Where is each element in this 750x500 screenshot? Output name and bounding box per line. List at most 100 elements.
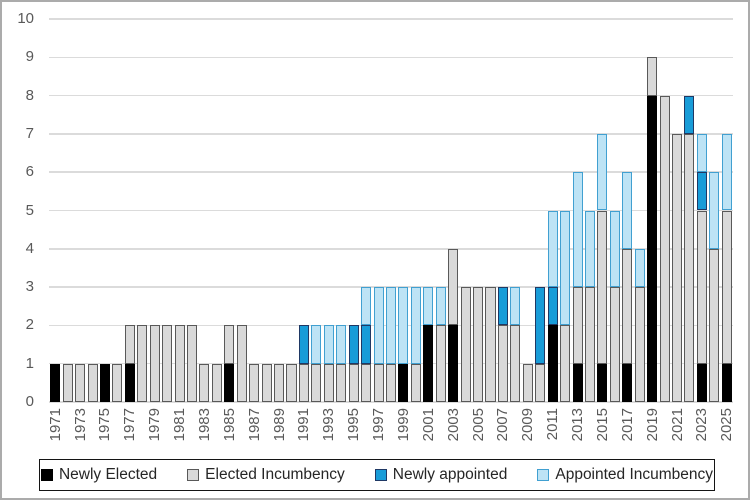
y-tick-label: 2	[25, 316, 34, 334]
bar-segment-1985	[224, 363, 235, 402]
x-tick-label: 2007	[494, 408, 512, 442]
bar-segment-1981	[174, 325, 185, 402]
gridline	[49, 209, 733, 212]
bar-segment-2022	[684, 133, 695, 402]
x-tick-label: 1975	[96, 408, 114, 442]
x-tick-label: 2015	[593, 408, 611, 442]
x-tick-label: 1983	[195, 408, 213, 442]
gridline	[49, 171, 733, 173]
x-tick-label: 2001	[419, 408, 437, 442]
bar-segment-2012	[560, 325, 571, 402]
bar-segment-1998	[385, 363, 396, 402]
gridline	[49, 248, 733, 250]
bar-segment-2008	[510, 325, 521, 402]
bar-segment-1977	[124, 325, 135, 364]
bar-segment-2021	[672, 133, 683, 402]
y-tick-label: 3	[25, 278, 34, 296]
newly-appointed-swatch-icon	[374, 469, 387, 481]
legend-item-appointed-incumbency: Appointed Incumbency	[537, 466, 713, 484]
bar-segment-1976	[112, 363, 123, 402]
bar-segment-2018	[634, 287, 645, 402]
bar-segment-2014	[584, 210, 595, 288]
gridline	[49, 401, 733, 403]
bar-segment-1995	[348, 363, 359, 402]
bar-segment-2024	[709, 172, 720, 249]
x-tick-label: 1989	[270, 408, 288, 442]
bar-segment-1984	[211, 363, 222, 402]
x-tick-label: 1985	[220, 408, 238, 442]
legend-label-elected-incumbency: Elected Incumbency	[205, 466, 345, 483]
legend-item-elected-incumbency: Elected Incumbency	[187, 466, 345, 484]
x-tick-label: 1993	[320, 408, 338, 442]
legend: Newly Elected Elected Incumbency Newly a…	[39, 459, 715, 491]
bar-segment-2000	[410, 287, 421, 364]
bar-segment-1991	[298, 325, 309, 364]
x-tick-label: 2013	[569, 408, 587, 442]
bar-segment-1987	[249, 363, 260, 402]
bar-segment-1999	[398, 287, 409, 364]
bar-segment-2008	[510, 287, 521, 326]
y-tick-label: 10	[17, 10, 34, 27]
bar-segment-2011	[547, 325, 558, 402]
newly-elected-swatch-icon	[40, 469, 53, 481]
bar-segment-1975	[99, 363, 110, 402]
y-tick-label: 9	[25, 48, 34, 66]
bar-segment-2019	[647, 95, 658, 402]
bar-segment-1996	[361, 363, 372, 402]
x-tick-label: 2025	[718, 408, 736, 442]
bar-segment-2014	[584, 287, 595, 402]
bar-segment-2015	[597, 210, 608, 364]
bar-segment-1979	[149, 325, 160, 402]
y-tick-label: 7	[25, 124, 34, 142]
bar-segment-2011	[547, 287, 558, 326]
bar-segment-1988	[261, 363, 272, 402]
legend-label-newly-elected: Newly Elected	[58, 466, 158, 483]
bar-segment-2013	[572, 172, 583, 288]
legend-item-newly-elected: Newly Elected	[40, 466, 158, 484]
bar-segment-1993	[323, 363, 334, 402]
x-tick-label: 1973	[71, 408, 89, 442]
y-tick-label: 8	[25, 86, 34, 104]
y-tick-label: 6	[25, 163, 34, 181]
bar-segment-2017	[622, 363, 633, 402]
bar-segment-2002	[435, 325, 446, 402]
x-tick-label: 2009	[519, 408, 537, 442]
bar-segment-1971	[50, 363, 61, 402]
bar-segment-1997	[373, 363, 384, 402]
bar-segment-1997	[373, 287, 384, 364]
bar-segment-2006	[485, 287, 496, 402]
bar-segment-2019	[647, 57, 658, 96]
bar-segment-2025	[721, 363, 732, 402]
bar-segment-2020	[659, 95, 670, 402]
bar-segment-2007	[497, 325, 508, 402]
x-tick-label: 1981	[171, 408, 189, 442]
gridline	[49, 18, 733, 20]
bar-segment-1978	[137, 325, 148, 402]
x-tick-label: 2005	[469, 408, 487, 442]
gridline	[49, 133, 733, 135]
x-tick-label: 2021	[668, 408, 686, 442]
bar-segment-2010	[535, 287, 546, 364]
elected-incumbency-swatch-icon	[187, 469, 200, 481]
bar-segment-1996	[361, 325, 372, 364]
x-tick-label: 2011	[544, 408, 562, 441]
x-tick-label: 1999	[394, 408, 412, 442]
bar-segment-2025	[721, 210, 732, 364]
bar-segment-1994	[336, 363, 347, 402]
legend-label-appointed-incumbency: Appointed Incumbency	[555, 466, 714, 483]
bar-segment-2010	[535, 363, 546, 402]
bar-segment-1986	[236, 325, 247, 402]
bar-segment-2016	[609, 210, 620, 288]
bar-segment-2003	[448, 325, 459, 402]
bar-segment-2013	[572, 287, 583, 364]
bar-segment-2002	[435, 287, 446, 326]
x-tick-label: 2023	[693, 408, 711, 442]
bar-segment-1973	[75, 363, 86, 402]
x-tick-label: 2003	[444, 408, 462, 442]
bar-segment-2007	[497, 287, 508, 326]
x-tick-label: 1995	[345, 408, 363, 442]
bar-segment-2023	[696, 172, 707, 211]
bar-segment-2023	[696, 363, 707, 402]
bar-segment-1993	[323, 325, 334, 364]
